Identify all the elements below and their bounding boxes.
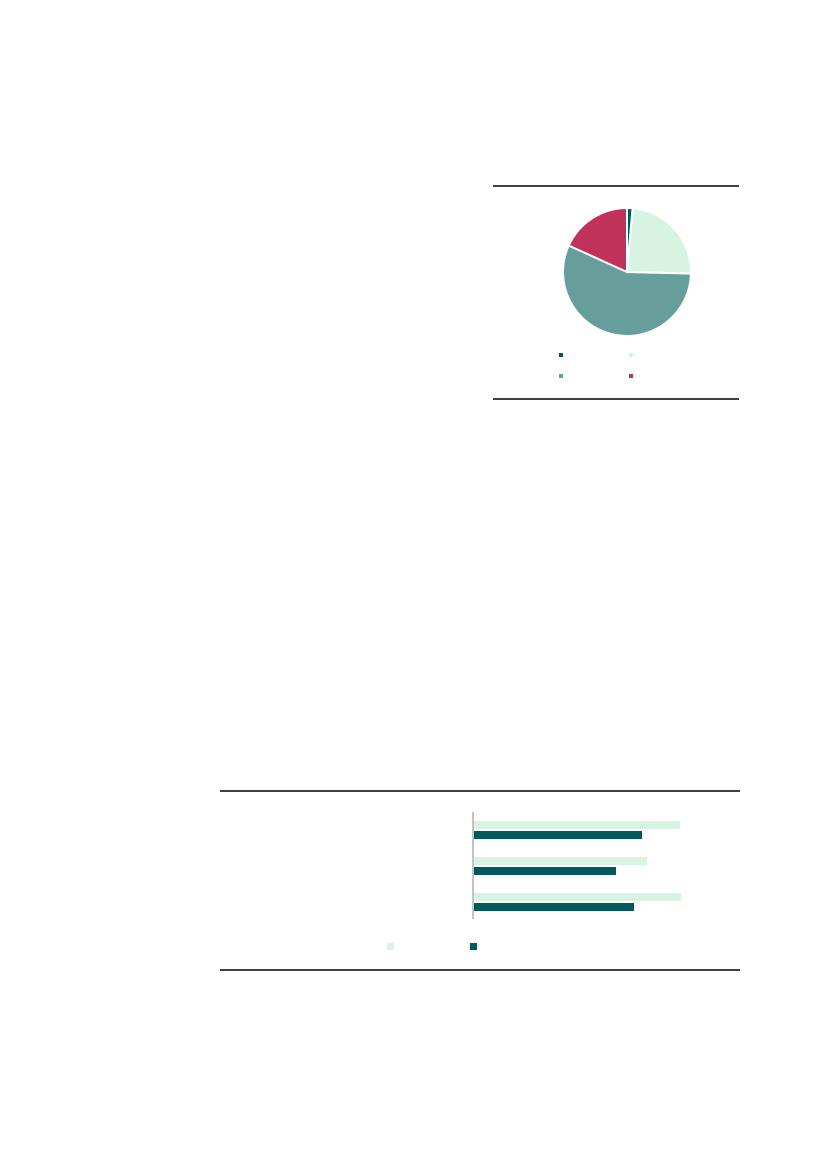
pie-slice-3 xyxy=(567,206,628,274)
pie-legend-swatch-0 xyxy=(559,353,563,357)
bar-2-series-0 xyxy=(474,893,681,901)
bar-0-series-0 xyxy=(474,821,680,829)
bar-chart xyxy=(220,790,740,971)
pie-legend-swatch-3 xyxy=(629,374,633,378)
bar-2-series-1 xyxy=(474,903,634,911)
pie-legend-swatch-1 xyxy=(629,353,633,357)
pie-legend-swatch-2 xyxy=(559,374,563,378)
bar-1-series-0 xyxy=(474,857,647,865)
pie-slice-2 xyxy=(562,244,693,337)
bar-0-series-1 xyxy=(474,831,642,839)
pie-slice-1 xyxy=(625,207,692,275)
bar-legend-swatch-1 xyxy=(470,943,477,950)
bar-legend-swatch-0 xyxy=(387,943,394,950)
bar-1-series-1 xyxy=(474,867,616,875)
pie-chart xyxy=(493,185,739,400)
